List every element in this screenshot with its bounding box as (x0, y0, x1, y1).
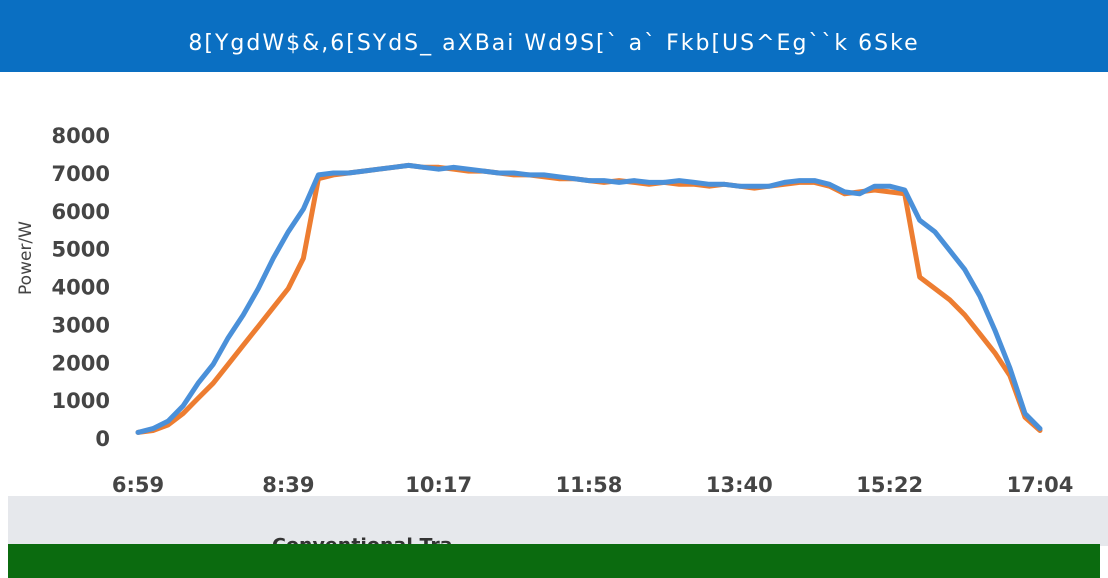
series-line (135, 162, 1043, 435)
y-tick-label: 8000 (52, 124, 110, 148)
y-tick-label: 2000 (52, 351, 110, 375)
header-bar (0, 0, 1108, 72)
x-tick-label: 13:40 (706, 473, 773, 497)
series-line (135, 162, 1043, 435)
x-tick-label: 15:22 (856, 473, 923, 497)
plot-area: 0 1000 2000 3000 4000 5000 6000 7000 8000 6:59 8:3… (52, 124, 1074, 497)
x-tick-label: 6:59 (112, 473, 164, 497)
chart-title: 8[YgdW$&,6[SYdS_ aXBai Wd9S[` a` Fkb[US^… (188, 31, 919, 56)
y-tick-label: 7000 (52, 162, 110, 186)
legend-band (8, 496, 1108, 546)
y-tick-label: 3000 (52, 313, 110, 337)
y-tick-label: 4000 (52, 276, 110, 300)
x-tick-label: 11:58 (556, 473, 623, 497)
y-tick-label: 6000 (52, 200, 110, 224)
y-axis-label: Power/W (16, 221, 36, 295)
y-tick-label: 5000 (52, 238, 110, 262)
y-tick-label: 1000 (52, 389, 110, 413)
x-tick-label: 10:17 (405, 473, 472, 497)
x-tick-label: 17:04 (1007, 473, 1074, 497)
x-tick-label: 8:39 (262, 473, 314, 497)
overlay-bar (8, 544, 1100, 578)
y-tick-label: 0 (95, 427, 110, 451)
